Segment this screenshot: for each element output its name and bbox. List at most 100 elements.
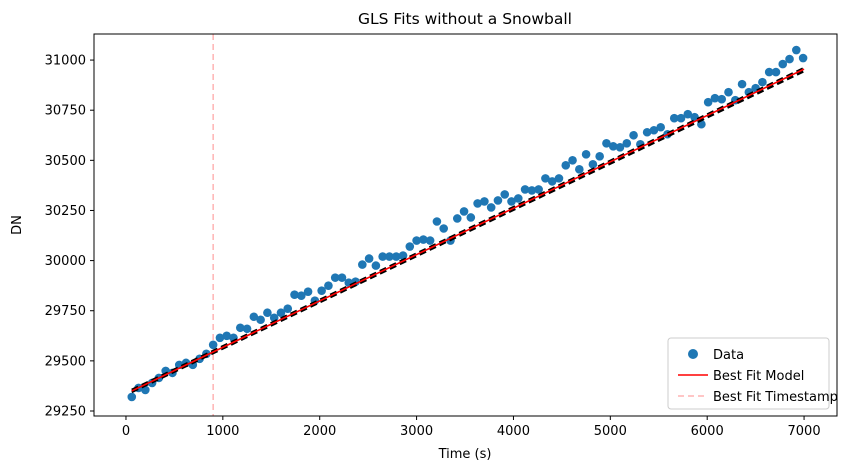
data-point [378, 252, 387, 261]
data-point [127, 392, 137, 402]
data-point [520, 185, 530, 194]
data-point [615, 143, 625, 152]
data-point [581, 150, 591, 159]
fit-dashed-line [131, 69, 805, 394]
data-point [432, 217, 442, 226]
legend-box [667, 337, 830, 410]
data-point [547, 177, 557, 186]
data-point [717, 94, 727, 104]
data-point [683, 109, 693, 119]
data-point [622, 138, 632, 148]
y-tick-label: 31000 [45, 54, 86, 69]
data-point [554, 174, 564, 183]
data-point [507, 197, 516, 206]
data-point [283, 304, 293, 314]
data-point [724, 87, 733, 97]
x-tick-label: 2000 [303, 424, 336, 439]
data-point [588, 160, 598, 169]
data-point [669, 113, 679, 123]
x-tick-label: 4000 [497, 424, 530, 439]
data-point [758, 77, 767, 87]
data-point [575, 165, 584, 174]
data-point [690, 112, 699, 122]
data-point [710, 93, 720, 103]
y-tick-label: 29250 [45, 404, 86, 419]
data-point [608, 141, 618, 151]
x-tick-label: 1000 [206, 424, 239, 439]
data-point [737, 79, 747, 89]
data-point [425, 236, 435, 245]
y-tick-label: 29750 [45, 304, 86, 319]
data-point [330, 273, 340, 282]
x-tick-label: 3000 [400, 424, 433, 439]
x-axis: 0 1000 2000 3000 4000 5000 6000 7000 [122, 416, 821, 439]
data-point [256, 315, 265, 325]
data-point [513, 194, 523, 203]
data-point [792, 45, 801, 55]
plot-frame [93, 33, 838, 417]
data-point [798, 53, 808, 63]
data-point [324, 281, 333, 290]
data-point [459, 207, 469, 216]
data-point [480, 197, 489, 206]
legend-timestamp-label: Best Fit Timestamp [713, 390, 838, 405]
data-point [642, 127, 652, 137]
data-point [649, 125, 659, 135]
y-tick-label: 29500 [45, 354, 86, 369]
y-tick-label: 30500 [45, 154, 86, 169]
data-point [391, 252, 401, 261]
x-tick-label: 6000 [691, 424, 724, 439]
legend: Data Best Fit Model Best Fit Timestamp [667, 337, 838, 410]
data-point [676, 113, 686, 123]
data-point [317, 286, 326, 295]
data-point [235, 323, 245, 333]
data-point [629, 130, 638, 140]
fit-dashed-line [131, 66, 805, 392]
data-point [385, 252, 394, 261]
data-point [297, 291, 306, 300]
x-tick-label: 7000 [788, 424, 821, 439]
data-point [778, 59, 788, 69]
data-point [405, 242, 415, 251]
data-point [500, 190, 510, 199]
data-point [764, 67, 774, 77]
data-point [595, 152, 604, 161]
chart-title: GLS Fits without a Snowball [358, 10, 572, 28]
y-tick-label: 30250 [45, 204, 86, 219]
x-tick-label: 0 [122, 424, 130, 439]
data-point [337, 273, 347, 282]
data-point [527, 186, 537, 195]
legend-data-label: Data [713, 348, 744, 363]
data-point [263, 308, 272, 318]
data-point [364, 254, 374, 263]
data-point [602, 138, 611, 148]
data-point [412, 236, 421, 245]
data-point [473, 199, 482, 208]
data-point [534, 185, 543, 194]
y-axis-label: DN [10, 215, 25, 235]
data-point [541, 174, 550, 183]
data-point [568, 156, 577, 165]
data-point [771, 67, 781, 77]
plot-area [127, 34, 808, 416]
data-point [419, 235, 428, 244]
legend-data-marker [688, 349, 698, 359]
data-point [215, 333, 225, 343]
data-point [656, 122, 665, 132]
x-tick-label: 5000 [594, 424, 627, 439]
data-point [439, 224, 449, 233]
data-point [222, 331, 232, 341]
data-point [303, 287, 313, 296]
y-tick-label: 30000 [45, 254, 86, 269]
x-axis-label: Time (s) [438, 447, 492, 462]
data-point [208, 340, 218, 350]
data-point [785, 54, 794, 64]
data-point [493, 196, 503, 205]
data-point [290, 290, 299, 299]
data-point [371, 261, 381, 270]
data-point [249, 312, 259, 322]
data-point [561, 161, 571, 170]
data-point [452, 214, 462, 223]
data-point [398, 251, 408, 260]
